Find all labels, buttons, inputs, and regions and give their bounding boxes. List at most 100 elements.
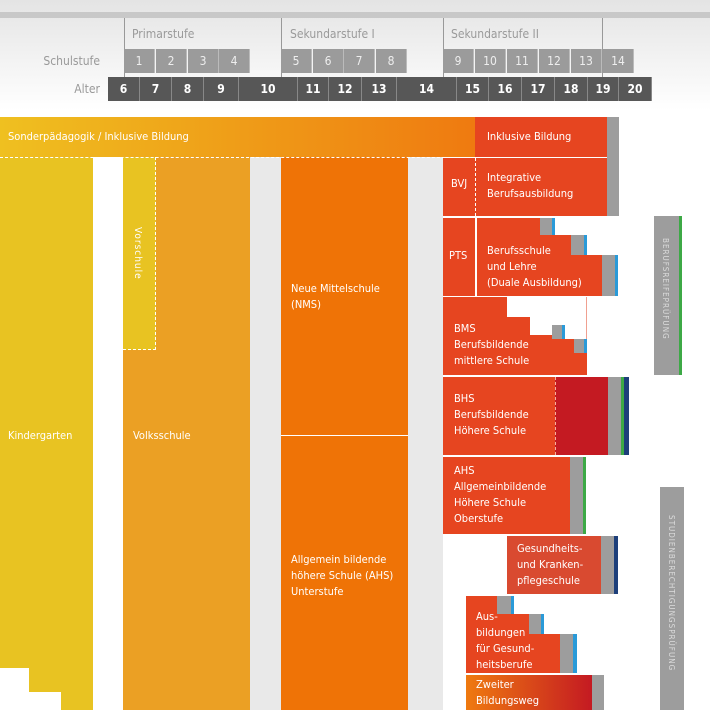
studienberechtigungspruefung: STUDIENBERECHTIGUNGSPRÜFUNG xyxy=(660,487,684,710)
level-sek2: Sekundarstufe II xyxy=(451,27,539,41)
strip xyxy=(541,614,544,634)
schulstufe-7: 7 xyxy=(344,49,375,73)
bhs-extension xyxy=(555,377,608,455)
label: Sonderpädagogik / Inklusive Bildung xyxy=(8,130,189,143)
label: STUDIENBERECHTIGUNGSPRÜFUNG xyxy=(667,515,676,672)
level-sek1: Sekundarstufe I xyxy=(290,27,375,41)
label: Neue Mittelschule (NMS) xyxy=(291,282,380,311)
strip xyxy=(602,255,615,296)
ahs-unterstufe: Allgemein bildende höhere Schule (AHS) Unt… xyxy=(281,436,408,710)
schulstufe-8: 8 xyxy=(376,49,407,73)
schulstufe-2: 2 xyxy=(156,49,187,73)
nms: Neue Mittelschule (NMS) xyxy=(281,157,408,435)
alter-7: 7 xyxy=(140,77,172,101)
ausbildungen-label: Aus-bildungen für Gesund-heitsberufe xyxy=(476,610,535,671)
gesundheits-krankenpflegeschule: Gesundheits-und Kranken-pflegeschule xyxy=(507,536,601,594)
alter-15: 15 xyxy=(457,77,489,101)
strip xyxy=(624,377,629,455)
schulstufe-label: Schulstufe xyxy=(43,54,100,68)
strip xyxy=(573,634,577,673)
gap xyxy=(408,157,443,710)
bms xyxy=(552,339,574,375)
alter-20: 20 xyxy=(619,77,652,101)
schulstufe-14: 14 xyxy=(603,49,634,73)
divider xyxy=(124,18,125,78)
berufsschule xyxy=(540,235,571,296)
bms xyxy=(507,317,530,375)
ausbildungen xyxy=(497,614,529,673)
strip xyxy=(584,339,587,353)
alter-14: 14 xyxy=(397,77,457,101)
strip xyxy=(562,325,565,339)
schulstufe-4: 4 xyxy=(219,49,250,73)
bms-outline xyxy=(443,297,587,375)
strip xyxy=(552,325,562,339)
dashed-line xyxy=(0,157,475,158)
kindergarten: Kindergarten xyxy=(0,157,93,710)
label: Integrative Berufsausbildung xyxy=(487,171,574,200)
berufsschule xyxy=(571,255,602,296)
label: Vorschule xyxy=(132,227,143,280)
inklusive-bildung: Inklusive Bildung xyxy=(475,117,607,157)
schulstufe-12: 12 xyxy=(539,49,570,73)
strip xyxy=(621,377,624,455)
vorschule: Vorschule xyxy=(123,157,156,350)
strip xyxy=(614,536,618,594)
bms xyxy=(530,335,552,375)
alter-8: 8 xyxy=(172,77,204,101)
alter-6: 6 xyxy=(108,77,140,101)
label: Allgemein bildende höhere Schule (AHS) Unt… xyxy=(291,553,394,598)
strip xyxy=(608,377,621,455)
berufsschule xyxy=(477,218,540,296)
strip xyxy=(607,117,619,216)
step xyxy=(29,692,61,710)
bhs: BHS Berufsbildende Höhere Schule xyxy=(443,377,555,455)
strip xyxy=(540,218,552,235)
bms xyxy=(443,297,507,375)
berufsreifepruefung: BERUFSREIFEPRÜFUNG xyxy=(654,216,679,375)
label: PTS xyxy=(449,249,468,262)
alter-18: 18 xyxy=(555,77,588,101)
strip xyxy=(571,235,584,255)
divider xyxy=(281,18,282,78)
sonderpaedagogik-bar: Sonderpädagogik / Inklusive Bildung xyxy=(0,117,475,157)
label: Inklusive Bildung xyxy=(487,130,572,143)
ausbildungen xyxy=(466,596,497,673)
alter-12: 12 xyxy=(329,77,362,101)
strip xyxy=(552,218,555,235)
divider xyxy=(443,18,444,78)
bms-label: BMS Berufsbildende mittlere Schule xyxy=(454,322,530,367)
strip xyxy=(574,339,584,353)
alter-13: 13 xyxy=(362,77,397,101)
strip xyxy=(584,235,587,255)
schulstufe-9: 9 xyxy=(443,49,474,73)
bms xyxy=(574,353,587,375)
alter-10: 10 xyxy=(239,77,298,101)
alter-16: 16 xyxy=(489,77,522,101)
schulstufe-13: 13 xyxy=(571,49,602,73)
ahs-oberstufe: AHS Allgemeinbildende Höhere Schule Oberstu… xyxy=(443,457,570,534)
divider xyxy=(602,18,603,78)
strip xyxy=(615,255,618,296)
step xyxy=(0,668,29,710)
schulstufe-10: 10 xyxy=(475,49,506,73)
alter-19: 19 xyxy=(588,77,619,101)
strip xyxy=(570,457,583,534)
alter-9: 9 xyxy=(204,77,239,101)
ausbildungen xyxy=(529,634,560,673)
strip xyxy=(601,536,614,594)
strip xyxy=(560,634,573,673)
gap xyxy=(250,157,281,710)
pts: PTS xyxy=(443,218,475,296)
strip xyxy=(583,457,586,534)
berufsschule-label: Berufsschule und Lehre (Duale Ausbildung) xyxy=(487,244,582,289)
schulstufe-6: 6 xyxy=(313,49,344,73)
schulstufe-5: 5 xyxy=(281,49,312,73)
top-band xyxy=(0,12,710,18)
bvj-integrative: BVJ Integrative Berufsausbildung xyxy=(443,158,607,216)
strip xyxy=(592,675,604,710)
label: Volksschule xyxy=(133,429,191,442)
label: BERUFSREIFEPRÜFUNG xyxy=(661,238,670,340)
schulstufe-11: 11 xyxy=(507,49,538,73)
label: BVJ xyxy=(451,177,468,190)
